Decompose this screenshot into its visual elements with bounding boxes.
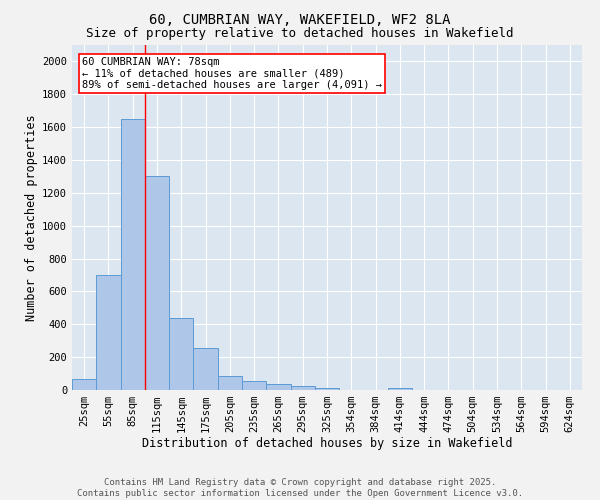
Text: Contains HM Land Registry data © Crown copyright and database right 2025.
Contai: Contains HM Land Registry data © Crown c… [77,478,523,498]
Y-axis label: Number of detached properties: Number of detached properties [25,114,38,321]
Text: Size of property relative to detached houses in Wakefield: Size of property relative to detached ho… [86,28,514,40]
Bar [242,381,266,390]
Bar [388,388,412,390]
Bar [72,380,96,390]
Text: 60, CUMBRIAN WAY, WAKEFIELD, WF2 8LA: 60, CUMBRIAN WAY, WAKEFIELD, WF2 8LA [149,12,451,26]
Text: 60 CUMBRIAN WAY: 78sqm
← 11% of detached houses are smaller (489)
89% of semi-de: 60 CUMBRIAN WAY: 78sqm ← 11% of detached… [82,57,382,90]
X-axis label: Distribution of detached houses by size in Wakefield: Distribution of detached houses by size … [142,436,512,450]
Bar [290,386,315,390]
Bar [218,376,242,390]
Bar [169,318,193,390]
Bar [315,388,339,390]
Bar [266,384,290,390]
Bar [121,119,145,390]
Bar [193,348,218,390]
Bar [145,176,169,390]
Bar [96,275,121,390]
